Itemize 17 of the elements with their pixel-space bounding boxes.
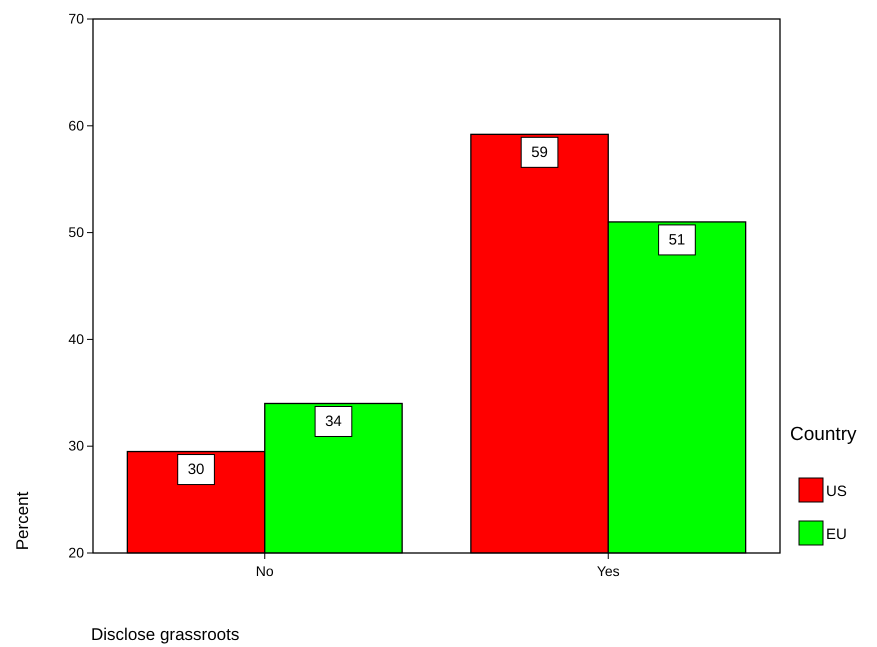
y-tick-label: 50 [68,224,84,240]
x-axis-title: Disclose grassroots [91,625,240,644]
data-label: 34 [325,412,342,430]
x-tick-label: No [256,563,274,579]
y-tick-label: 40 [68,330,84,347]
data-label: 59 [531,144,548,161]
y-tick-label: 70 [68,10,84,26]
y-axis-title: Percent [13,491,32,550]
y-tick-label: 30 [68,438,84,454]
legend-title: Country [790,424,858,445]
data-label: 30 [188,461,204,478]
data-label: 51 [668,231,686,248]
legend-label: US [826,483,847,500]
y-tick-label: 60 [68,117,84,134]
x-tick-label: Yes [596,563,620,579]
legend-label: EU [826,526,847,543]
y-tick-label: 20 [68,544,84,560]
